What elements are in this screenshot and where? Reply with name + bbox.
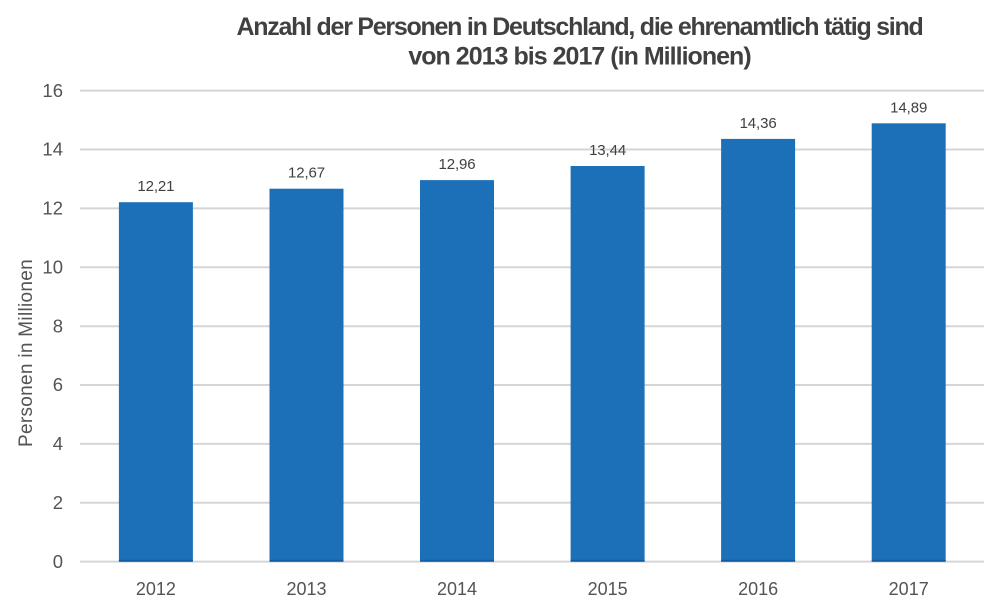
svg-text:2012: 2012 xyxy=(136,579,176,599)
svg-text:12,96: 12,96 xyxy=(438,156,475,173)
svg-text:von 2013 bis 2017 (in Millione: von 2013 bis 2017 (in Millionen) xyxy=(408,42,751,70)
svg-text:14,36: 14,36 xyxy=(740,115,777,132)
svg-text:Anzahl der Personen in Deutsch: Anzahl der Personen in Deutschland, die … xyxy=(236,13,922,41)
svg-text:4: 4 xyxy=(53,433,63,454)
svg-text:2016: 2016 xyxy=(738,579,778,599)
svg-text:2015: 2015 xyxy=(588,579,628,599)
svg-text:16: 16 xyxy=(42,80,63,101)
svg-text:2013: 2013 xyxy=(286,579,326,599)
svg-text:14: 14 xyxy=(42,139,63,160)
svg-text:2: 2 xyxy=(53,492,63,513)
svg-text:2017: 2017 xyxy=(889,579,929,599)
svg-text:2014: 2014 xyxy=(437,579,477,599)
svg-text:8: 8 xyxy=(53,315,63,336)
svg-text:12,21: 12,21 xyxy=(137,178,174,195)
svg-text:10: 10 xyxy=(42,257,63,278)
svg-text:12: 12 xyxy=(42,198,63,219)
svg-text:13,44: 13,44 xyxy=(589,142,626,159)
svg-text:14,89: 14,89 xyxy=(890,99,927,116)
svg-text:0: 0 xyxy=(53,551,63,572)
svg-text:Personen in Millionen: Personen in Millionen xyxy=(16,259,37,447)
svg-text:6: 6 xyxy=(53,374,63,395)
svg-text:12,67: 12,67 xyxy=(288,165,325,182)
